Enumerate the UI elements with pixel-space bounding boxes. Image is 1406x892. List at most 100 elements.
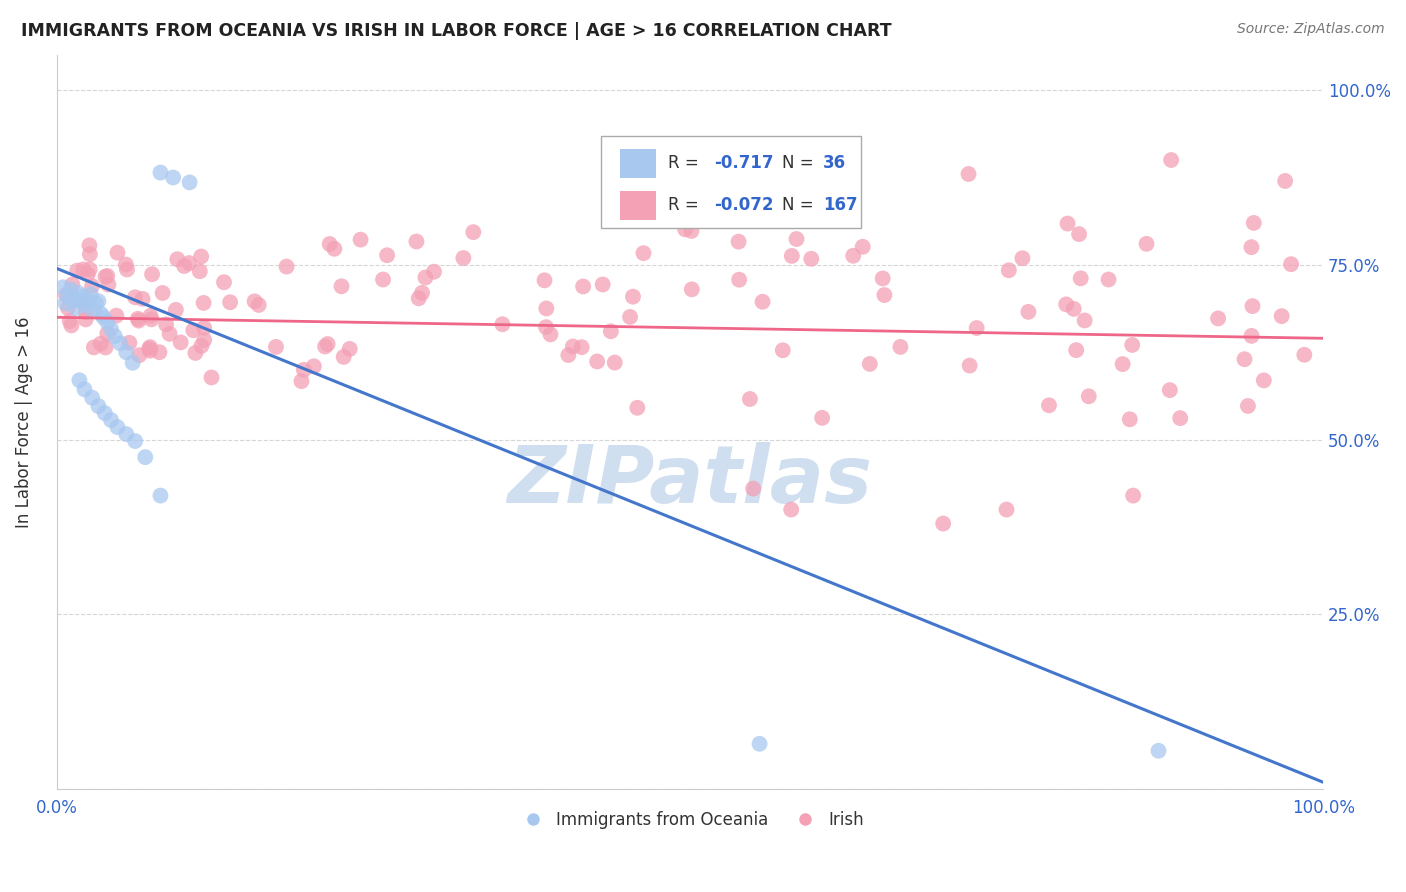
Point (1017, 305, 1039, 319)
Point (534, 320, 557, 334)
Point (1073, 313, 1095, 327)
Point (190, 339, 212, 353)
Point (193, 321, 215, 335)
Point (190, 250, 212, 264)
Point (148, 345, 170, 359)
Point (141, 267, 163, 281)
Point (1011, 252, 1033, 266)
Point (77, 293, 100, 307)
Point (751, 294, 773, 309)
Point (1067, 227, 1090, 241)
Point (219, 295, 242, 310)
Point (1121, 338, 1143, 352)
Point (115, 345, 138, 359)
Point (1135, 236, 1157, 251)
Point (1240, 240, 1263, 254)
Point (1038, 398, 1060, 412)
Point (633, 246, 655, 260)
Point (540, 327, 562, 342)
Point (1206, 311, 1229, 326)
Text: -0.717: -0.717 (714, 154, 773, 172)
Point (121, 356, 143, 370)
Point (1233, 352, 1256, 367)
Point (1077, 389, 1099, 403)
Point (67, 285, 90, 300)
Text: R =: R = (668, 154, 704, 172)
Point (1237, 399, 1260, 413)
FancyBboxPatch shape (602, 136, 860, 227)
Point (727, 235, 749, 249)
Point (1064, 343, 1087, 358)
Point (1279, 257, 1302, 271)
Point (572, 279, 595, 293)
Point (80, 279, 103, 293)
Point (124, 290, 146, 304)
Point (104, 329, 127, 343)
Point (415, 270, 437, 285)
Point (673, 222, 696, 236)
Point (686, 211, 709, 225)
Point (159, 326, 181, 341)
Text: N =: N = (782, 196, 820, 214)
Point (852, 240, 875, 254)
Point (96, 268, 118, 283)
Point (873, 288, 896, 302)
Point (87, 294, 110, 309)
Point (316, 337, 339, 351)
Point (1119, 412, 1142, 426)
Point (212, 275, 235, 289)
Point (62, 293, 84, 307)
Bar (620, 191, 655, 220)
Point (80, 391, 103, 405)
Text: ZIPatlas: ZIPatlas (508, 442, 872, 520)
Point (75, 312, 97, 326)
Point (995, 502, 1018, 516)
Point (780, 502, 803, 516)
Point (1243, 216, 1265, 230)
Point (302, 359, 325, 374)
Point (80, 287, 103, 301)
Point (79, 247, 101, 261)
Point (742, 482, 765, 496)
Point (97, 277, 120, 292)
Point (55, 296, 77, 310)
Point (67, 373, 90, 387)
Point (292, 363, 315, 377)
Point (290, 374, 312, 388)
Point (107, 245, 129, 260)
Point (152, 285, 174, 300)
Point (561, 339, 583, 353)
Point (134, 450, 156, 464)
Point (811, 410, 834, 425)
Point (1271, 309, 1294, 323)
Point (276, 260, 298, 274)
Point (127, 311, 149, 326)
Point (179, 175, 201, 189)
Point (1070, 271, 1092, 285)
Point (72, 289, 94, 303)
Point (55, 288, 77, 302)
Point (491, 318, 513, 332)
Point (124, 434, 146, 448)
Point (243, 294, 266, 309)
Point (728, 273, 751, 287)
Point (59, 282, 82, 296)
Point (165, 302, 187, 317)
Point (1097, 272, 1119, 286)
Point (1253, 373, 1275, 387)
Point (93, 406, 115, 420)
Legend: Immigrants from Oceania, Irish: Immigrants from Oceania, Irish (509, 805, 870, 836)
Point (107, 420, 129, 434)
Point (681, 282, 703, 296)
Point (772, 343, 794, 358)
Point (115, 262, 138, 277)
Point (108, 336, 131, 351)
Bar (620, 148, 655, 178)
Y-axis label: In Labor Force | Age > 16: In Labor Force | Age > 16 (15, 317, 32, 528)
Point (66, 263, 89, 277)
Point (314, 339, 336, 353)
Point (681, 224, 703, 238)
Point (60, 318, 83, 333)
Point (79, 262, 101, 277)
Point (115, 258, 138, 272)
